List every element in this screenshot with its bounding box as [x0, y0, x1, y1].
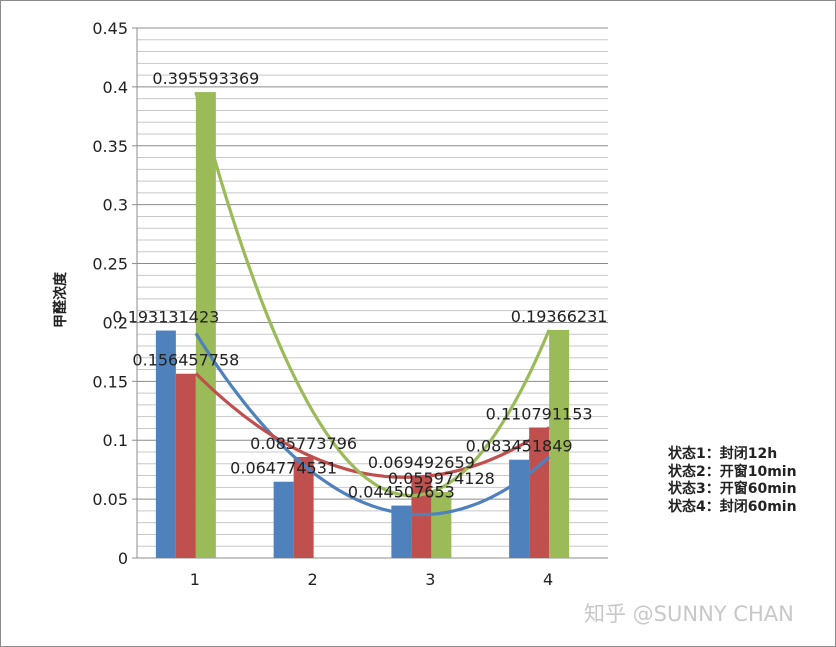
bar-series2 — [293, 456, 314, 558]
trendline-series3 — [194, 91, 551, 498]
y-tick-label: 0.2 — [103, 313, 128, 332]
data-label: 0.083451849 — [466, 437, 573, 456]
y-tick-label: 0 — [118, 549, 128, 568]
y-axis-label: 甲醛浓度 — [53, 272, 69, 328]
data-label: 0.395593369 — [152, 69, 259, 88]
trendline-series2 — [194, 372, 550, 479]
x-tick-label: 1 — [190, 570, 200, 589]
data-label: 0.193131423 — [112, 308, 219, 327]
x-tick-label: 2 — [308, 570, 318, 589]
legend-entry-1: 状态1：封闭12h — [668, 446, 778, 462]
data-label: 0.110791153 — [486, 405, 593, 424]
y-tick-label: 0.35 — [92, 137, 128, 156]
y-tick-label: 0.3 — [103, 196, 128, 215]
x-tick-label: 4 — [543, 570, 553, 589]
bar-series3 — [549, 329, 570, 558]
legend-entry-2: 状态2：开窗10min — [668, 463, 797, 480]
bar-series2 — [175, 373, 196, 558]
legend-entry-3: 状态3：开窗60min — [668, 481, 797, 497]
trendline-series1 — [194, 332, 551, 517]
bar-series1 — [273, 481, 294, 558]
bar-series3 — [195, 92, 216, 558]
data-label: 0.069492659 — [368, 453, 475, 472]
watermark: 知乎 @SUNNY CHAN — [584, 602, 794, 626]
data-label: 0.055974128 — [388, 469, 495, 488]
y-tick-label: 0.45 — [92, 19, 128, 38]
data-label: 0.085773796 — [250, 434, 357, 453]
x-tick-label: 3 — [425, 570, 435, 589]
y-tick-label: 0.05 — [92, 490, 128, 509]
data-label: 0.044507653 — [348, 483, 455, 502]
bar-series1 — [391, 505, 412, 558]
legend-entry-4: 状态4：封闭60min — [668, 498, 797, 515]
bar-series1 — [155, 330, 176, 558]
data-label: 0.156457758 — [132, 351, 239, 370]
y-tick-label: 0.1 — [103, 431, 128, 450]
data-label: 0.064774531 — [230, 459, 337, 478]
y-tick-label: 0.15 — [92, 372, 128, 391]
bar-series3 — [431, 492, 452, 558]
y-tick-label: 0.25 — [92, 255, 128, 274]
legend: 状态1：封闭12h 状态2：开窗10min 状态3：开窗60min 状态4：封闭… — [668, 446, 797, 516]
data-label: 0.19366231 — [511, 307, 608, 326]
y-tick-label: 0.4 — [103, 78, 128, 97]
